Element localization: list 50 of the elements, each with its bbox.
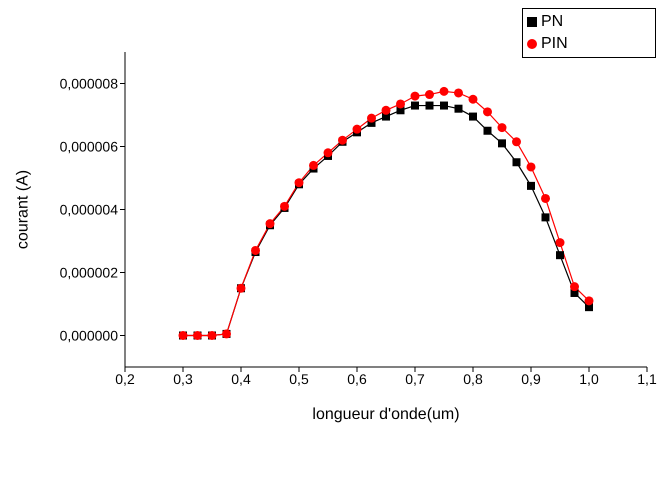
- point: [484, 126, 492, 135]
- point: [352, 124, 362, 134]
- point: [542, 213, 550, 222]
- point: [526, 162, 536, 172]
- point: [584, 296, 594, 306]
- legend-label: PN: [541, 13, 564, 30]
- point: [367, 114, 376, 123]
- point: [469, 112, 477, 121]
- y-tick-label: 0,000002: [60, 264, 118, 280]
- point: [440, 102, 448, 110]
- x-axis-title: longueur d'onde(um): [312, 406, 460, 423]
- point: [541, 194, 550, 203]
- y-tick-label: 0,000004: [60, 201, 118, 218]
- point: [498, 123, 506, 132]
- x-tick-label: 0,9: [521, 370, 541, 387]
- point: [570, 282, 579, 292]
- point: [411, 102, 419, 110]
- point: [556, 238, 564, 248]
- y-tick-label: 0,000008: [60, 75, 118, 92]
- point: [440, 86, 448, 96]
- point: [512, 137, 521, 146]
- point: [498, 139, 506, 148]
- point: [309, 160, 318, 170]
- x-tick-label: 0,6: [347, 370, 367, 387]
- y-tick-label: 0,000000: [60, 327, 118, 344]
- point: [454, 88, 463, 98]
- point: [251, 246, 260, 255]
- x-tick-label: 0,3: [173, 370, 193, 387]
- point: [454, 104, 462, 113]
- legend-label: PIN: [541, 35, 568, 52]
- x-tick-label: 0,8: [463, 370, 483, 387]
- x-tick-label: 0,4: [231, 370, 251, 387]
- x-tick-label: 0,2: [115, 370, 135, 387]
- point: [426, 102, 434, 110]
- point: [468, 94, 478, 104]
- point: [410, 92, 420, 101]
- x-tick-label: 1,0: [579, 370, 599, 387]
- point: [382, 106, 390, 115]
- point: [556, 251, 564, 260]
- x-tick-label: 0,7: [405, 370, 425, 387]
- y-tick-label: 0,000006: [60, 138, 118, 154]
- point: [527, 182, 535, 190]
- point: [396, 99, 405, 108]
- y-axis-title: courant (A): [14, 170, 32, 250]
- point: [425, 90, 434, 100]
- point: [512, 158, 520, 166]
- x-tick-label: 0,5: [289, 370, 309, 387]
- x-tick-label: 1,1: [637, 370, 657, 387]
- point: [483, 107, 492, 116]
- point: [324, 148, 332, 158]
